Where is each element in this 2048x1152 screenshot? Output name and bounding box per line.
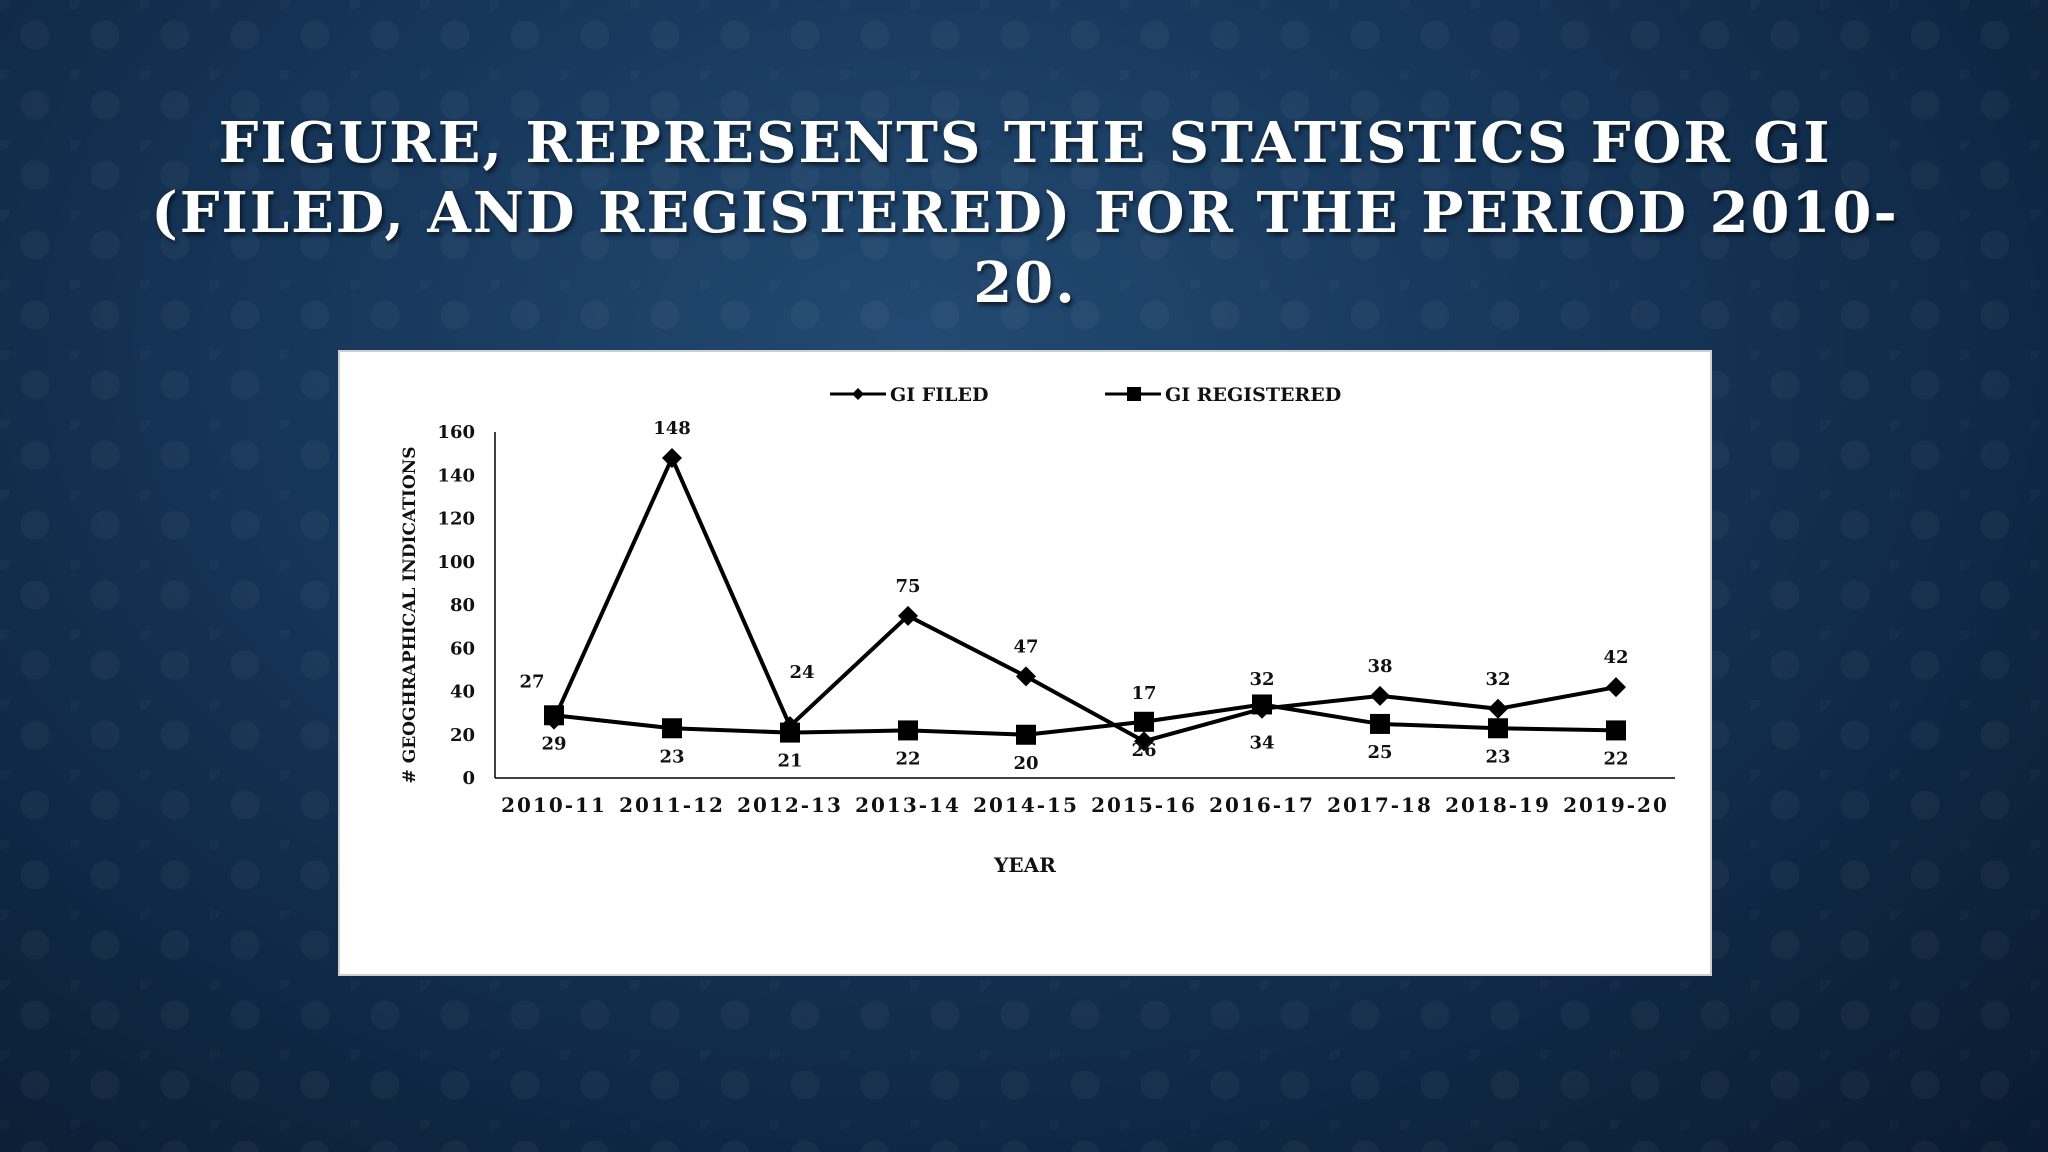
data-label-gi-filed: 27: [519, 672, 544, 693]
y-tick-label: 100: [437, 552, 475, 573]
legend-label-gi-registered: GI REGISTERED: [1165, 384, 1341, 406]
x-tick-label: 2014-15: [973, 793, 1079, 817]
legend-marker-gi-registered: [1127, 387, 1141, 401]
data-point-gi-filed: [1134, 731, 1154, 752]
x-tick-label: 2018-19: [1445, 793, 1551, 817]
series-line-gi-filed: [552, 453, 1617, 744]
data-point-gi-filed: [1016, 666, 1036, 687]
data-label-gi-filed: 24: [789, 662, 814, 683]
data-label-gi-filed: 42: [1603, 647, 1628, 668]
data-label-gi-filed: 47: [1013, 636, 1038, 657]
data-point-gi-filed: [898, 605, 918, 626]
y-tick-label: 120: [437, 509, 475, 530]
data-label-gi-filed: 32: [1485, 669, 1510, 690]
data-label-gi-registered: 29: [541, 733, 566, 754]
data-point-gi-registered: [1606, 720, 1626, 741]
x-tick-label: 2011-12: [619, 793, 725, 817]
data-point-gi-registered: [544, 705, 564, 726]
data-point-gi-filed: [1488, 698, 1508, 719]
data-point-gi-filed: [662, 447, 682, 468]
data-point-gi-registered: [780, 722, 800, 743]
x-tick-label: 2013-14: [855, 793, 961, 817]
x-tick-label: 2010-11: [501, 793, 607, 817]
data-label-gi-filed: 148: [653, 418, 691, 439]
x-tick-label: 2016-17: [1209, 793, 1315, 817]
slide-title: FIGURE, REPRESENTS THE STATISTICS FOR GI…: [151, 110, 1899, 316]
y-tick-label: 160: [437, 422, 475, 443]
data-label-gi-registered: 26: [1131, 740, 1156, 761]
data-point-gi-registered: [1488, 718, 1508, 739]
x-tick-label: 2012-13: [737, 793, 843, 817]
y-tick-label: 20: [450, 725, 475, 746]
data-label-gi-filed: 17: [1131, 683, 1156, 704]
data-label-gi-registered: 25: [1367, 742, 1392, 763]
data-point-gi-filed: [1606, 677, 1626, 698]
x-tick-label: 2015-16: [1091, 793, 1197, 817]
y-tick-label: 60: [450, 638, 475, 659]
y-tick-label: 40: [450, 682, 475, 703]
series-line-gi-registered: [553, 702, 1617, 737]
chart-frame: 0 20 40 60 80 100 120 140 160 2010-11 2011-12 2012-…: [338, 350, 1712, 976]
data-label-gi-filed: 38: [1367, 656, 1392, 677]
y-tick-label: 140: [437, 465, 475, 486]
data-point-gi-registered: [898, 720, 918, 741]
data-point-gi-registered: [1370, 713, 1390, 734]
data-point-gi-registered: [1252, 694, 1272, 715]
x-axis-title: YEAR: [993, 853, 1056, 877]
data-label-gi-registered: 21: [777, 751, 802, 772]
data-point-gi-registered: [1016, 724, 1036, 745]
data-label-gi-filed: 75: [895, 576, 920, 597]
data-label-gi-registered: 34: [1249, 732, 1274, 753]
line-chart: 0 20 40 60 80 100 120 140 160 2010-11 2011-12 2012-…: [400, 384, 1675, 877]
data-point-gi-registered: [662, 718, 682, 739]
x-tick-label: 2019-20: [1563, 793, 1669, 817]
legend-marker-gi-filed: [852, 388, 864, 400]
legend-label-gi-filed: GI FILED: [890, 384, 988, 406]
data-label-gi-registered: 20: [1013, 753, 1038, 774]
data-label-gi-registered: 22: [1603, 748, 1628, 769]
y-axis-title: # GEOGHRAPHICAL INDICATIONS: [400, 447, 420, 784]
y-tick-label: 80: [450, 595, 475, 616]
data-label-gi-registered: 23: [659, 746, 684, 767]
x-tick-label: 2017-18: [1327, 793, 1433, 817]
y-tick-label: 0: [462, 768, 475, 789]
data-point-gi-registered: [1134, 711, 1154, 732]
data-label-gi-registered: 22: [895, 748, 920, 769]
data-point-gi-filed: [1370, 685, 1390, 706]
data-label-gi-registered: 23: [1485, 746, 1510, 767]
data-label-gi-filed: 32: [1249, 669, 1274, 690]
